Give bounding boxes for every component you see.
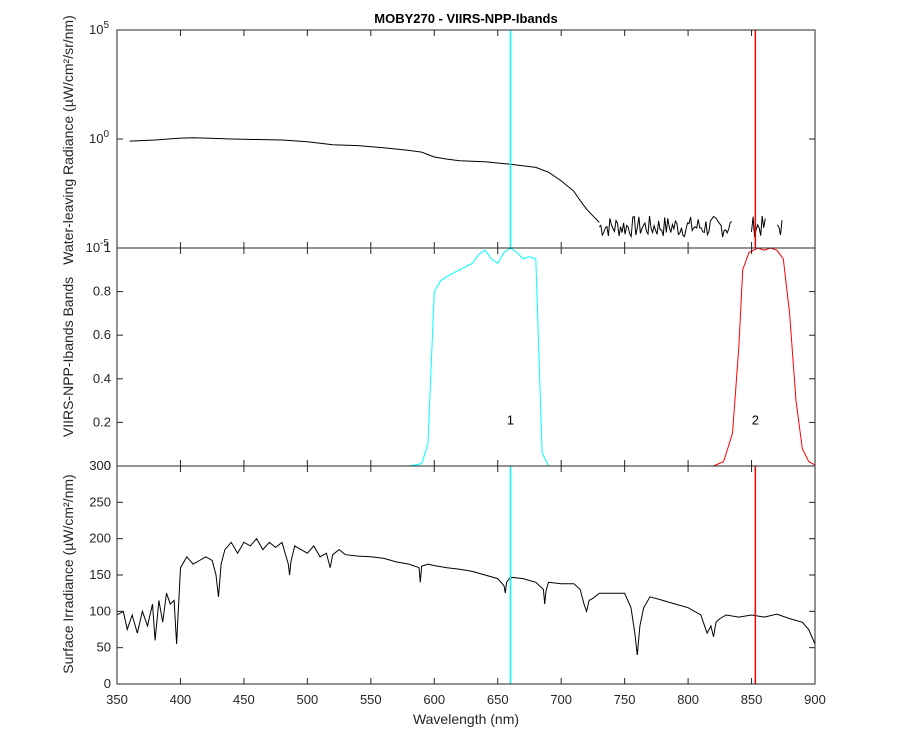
radiance-band-lines <box>509 30 757 248</box>
radiance-ytick-label: 100 <box>89 129 109 146</box>
irradiance-ytick-label: 250 <box>89 494 111 509</box>
bands-ylabel: VIIRS-NPP-Ibands Bands <box>60 277 76 437</box>
radiance-series <box>129 137 783 239</box>
irradiance-xlabel: Wavelength (nm) <box>413 711 519 727</box>
irradiance-band-lines <box>509 466 757 684</box>
bands-series <box>129 247 816 467</box>
radiance-ytick-label: 10-5 <box>86 238 110 255</box>
irradiance-ytick-label: 150 <box>89 567 111 582</box>
irradiance-xtick-label: 500 <box>297 692 319 707</box>
irradiance-xtick-label: 600 <box>423 692 445 707</box>
radiance-ytick-label: 105 <box>89 20 109 37</box>
radiance-line <box>129 137 600 223</box>
chart-title: MOBY270 - VIIRS-NPP-Ibands <box>374 11 557 26</box>
irradiance-xtick-label: 550 <box>360 692 382 707</box>
irradiance-xtick-label: 700 <box>550 692 572 707</box>
band-2-label: 2 <box>752 413 759 428</box>
radiance-noise-line <box>598 215 732 239</box>
irradiance-series <box>116 537 816 655</box>
irradiance-panel: 0 50 100 150 200 250 300 350 400 450 500 550 600 650 7… <box>60 458 826 727</box>
radiance-ticks: 105 100 10-5 <box>86 20 816 255</box>
band-2-response-line <box>129 247 816 467</box>
band-1-response-line <box>129 247 815 467</box>
bands-ytick-label: 0.8 <box>93 284 111 299</box>
irradiance-xtick-label: 400 <box>170 692 192 707</box>
bands-ytick-label: 0 <box>104 458 111 473</box>
irradiance-xtick-label: 650 <box>487 692 509 707</box>
irradiance-xtick-label: 850 <box>741 692 763 707</box>
bands-ytick-label: 0.2 <box>93 414 111 429</box>
irradiance-xtick-label: 800 <box>677 692 699 707</box>
irradiance-ylabel: Surface Irradiance (µW/cm²/nm) <box>60 474 76 673</box>
radiance-noise-line <box>776 220 783 235</box>
irradiance-xtick-label: 350 <box>106 692 128 707</box>
bands-ytick-label: 0.4 <box>93 371 111 386</box>
irradiance-line <box>116 537 816 655</box>
bands-ytick-label: 1 <box>104 240 111 255</box>
radiance-ylabel: Water-leaving Radiance (µW/cm²/sr/nm) <box>60 15 76 264</box>
irradiance-ytick-label: 300 <box>89 458 111 473</box>
irradiance-ytick-label: 200 <box>89 531 111 546</box>
irradiance-ytick-label: 100 <box>89 603 111 618</box>
bands-ticks: 0 0.2 0.4 0.6 0.8 1 <box>93 240 816 473</box>
irradiance-ytick-label: 50 <box>97 640 111 655</box>
irradiance-ticks: 0 50 100 150 200 250 300 350 400 450 500 550 600 650 7… <box>89 458 826 707</box>
irradiance-ytick-label: 0 <box>104 676 111 691</box>
radiance-noise-line <box>751 215 766 238</box>
irradiance-xtick-label: 750 <box>614 692 636 707</box>
irradiance-xtick-label: 900 <box>804 692 826 707</box>
irradiance-xtick-label: 450 <box>233 692 255 707</box>
band-1-label: 1 <box>507 413 514 428</box>
bands-ytick-label: 0.6 <box>93 327 111 342</box>
radiance-panel: 105 100 10-5 MOBY270 - VIIRS-NPP-Ibands Wa… <box>60 11 816 265</box>
